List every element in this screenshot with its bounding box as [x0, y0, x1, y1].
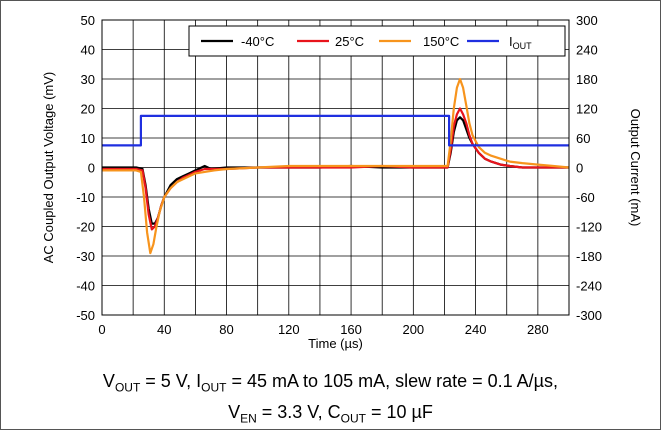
y-left-tick-label: 0: [88, 161, 95, 176]
x-tick-label: 80: [219, 322, 233, 337]
legend-label: IOUT: [509, 34, 532, 51]
x-tick-label: 280: [527, 322, 549, 337]
y-right-tick-label: -60: [576, 190, 595, 205]
tick-labels: 0 40 80 120 160 200 240 280 50 40 30 20 10 0 -10 -20 -30…: [76, 13, 602, 337]
x-tick-label: 0: [98, 322, 105, 337]
chart: 0 40 80 120 160 200 240 280 50 40 30 20 10 0 -10 -20 -30…: [41, 13, 643, 351]
y-left-tick-label: 10: [81, 131, 95, 146]
y-left-tick-label: -40: [76, 279, 95, 294]
x-tick-label: 200: [402, 322, 424, 337]
y-axis-label-left: AC Coupled Output Voltage (mV): [41, 72, 56, 264]
y-axis-label-right: Output Current (mA): [628, 109, 643, 227]
y-left-tick-label: -30: [76, 249, 95, 264]
y-left-tick-label: 20: [81, 102, 95, 117]
legend-box: [188, 25, 566, 57]
x-tick-label: 120: [278, 322, 300, 337]
series-layer: [102, 77, 570, 255]
x-tick-label: 40: [157, 322, 171, 337]
y-right-tick-label: 0: [576, 161, 583, 176]
y-left-tick-label: -50: [76, 308, 95, 323]
series-line: [102, 107, 569, 231]
caption-line-1: VOUT = 5 V, IOUT = 45 mA to 105 mA, slew…: [102, 371, 559, 395]
y-right-tick-label: -120: [576, 220, 602, 235]
y-right-tick-label: 180: [576, 72, 598, 87]
legend: -40°C 25°C 150°C IOUT: [188, 25, 566, 57]
plot-border: [101, 19, 570, 316]
y-right-tick-label: 120: [576, 102, 598, 117]
legend-label: 150°C: [423, 34, 459, 49]
y-left-tick-label: 50: [81, 13, 95, 28]
y-left-tick-label: -20: [76, 220, 95, 235]
caption-line-2: VEN = 3.3 V, COUT = 10 µF: [228, 402, 433, 426]
x-axis-label: Time (µs): [308, 336, 363, 351]
y-right-tick-label: -240: [576, 279, 602, 294]
legend-label: -40°C: [241, 34, 274, 49]
y-right-tick-label: 60: [576, 131, 590, 146]
y-left-tick-label: 40: [81, 43, 95, 58]
x-tick-label: 160: [340, 322, 362, 337]
y-right-tick-label: 300: [576, 13, 598, 28]
y-left-tick-label: -10: [76, 190, 95, 205]
y-right-tick-label: -300: [576, 308, 602, 323]
legend-label: 25°C: [335, 34, 364, 49]
y-right-tick-label: -180: [576, 249, 602, 264]
series-line: [102, 116, 569, 225]
series-line: [102, 77, 570, 255]
series-line: [102, 114, 569, 147]
x-tick-label: 240: [465, 322, 487, 337]
y-left-tick-label: 30: [81, 72, 95, 87]
y-right-tick-label: 240: [576, 43, 598, 58]
